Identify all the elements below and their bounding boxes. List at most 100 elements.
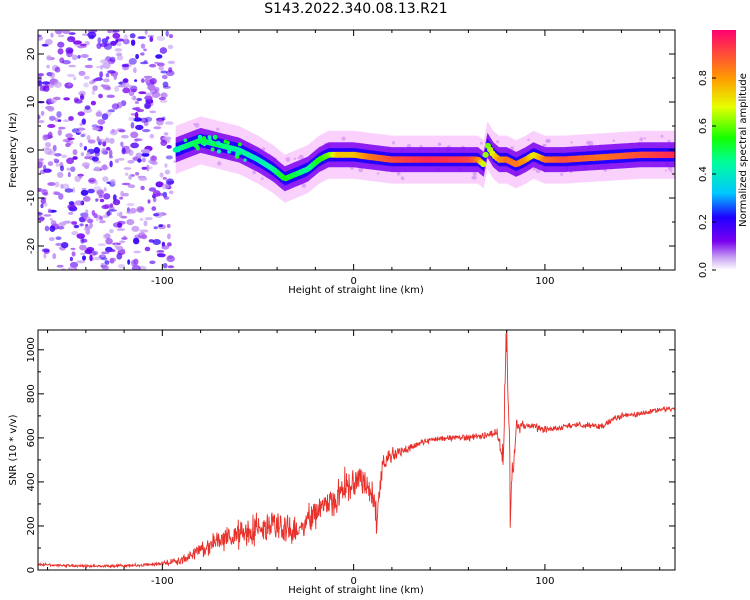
- noise-blob: [162, 177, 167, 180]
- noise-blob: [54, 191, 60, 196]
- noise-blob: [62, 138, 71, 143]
- noise-blob: [140, 117, 149, 123]
- noise-blob: [41, 81, 51, 85]
- noise-blob: [54, 30, 63, 35]
- noise-blob: [57, 48, 64, 55]
- noise-blob: [55, 163, 60, 167]
- noise-blob: [71, 231, 79, 236]
- noise-blob: [130, 142, 140, 149]
- noise-blob: [79, 217, 85, 223]
- noise-blob: [53, 81, 62, 88]
- noise-blob: [114, 243, 118, 249]
- noise-blob: [105, 86, 112, 91]
- noise-blob: [168, 190, 174, 195]
- noise-blob: [135, 152, 143, 159]
- y-tick-label: 600: [26, 428, 37, 447]
- noise-blob: [38, 120, 45, 124]
- noise-blob: [72, 187, 76, 194]
- noise-blob: [74, 267, 78, 270]
- noise-blob: [67, 83, 72, 86]
- noise-blob: [77, 55, 81, 59]
- noise-blob: [140, 52, 145, 56]
- noise-blob: [106, 210, 111, 217]
- noise-blob: [42, 147, 50, 150]
- noise-blob: [105, 73, 110, 78]
- noise-blob: [76, 131, 83, 134]
- noise-blob: [126, 219, 135, 226]
- ridge-speck: [667, 139, 671, 144]
- noise-blob: [144, 77, 151, 84]
- noise-blob: [115, 39, 119, 43]
- noise-blob: [147, 99, 154, 107]
- noise-blob: [131, 225, 140, 232]
- noise-blob: [158, 65, 164, 71]
- noise-blob: [56, 264, 64, 268]
- noise-blob: [165, 121, 174, 125]
- noise-blob: [126, 202, 135, 207]
- noise-blob: [164, 169, 171, 175]
- noise-blob: [130, 122, 135, 129]
- noise-blob: [83, 146, 87, 151]
- noise-blob: [100, 125, 103, 129]
- noise-blob: [67, 204, 76, 210]
- ridge-speck: [194, 122, 200, 128]
- noise-blob: [100, 59, 108, 64]
- noise-blob: [143, 48, 147, 52]
- noise-blob: [109, 203, 114, 208]
- noise-blob: [82, 196, 91, 202]
- colorbar-gradient: [712, 30, 736, 270]
- x-tick-label: 0: [350, 576, 356, 587]
- noise-blob: [157, 253, 166, 258]
- noise-blob: [46, 64, 50, 69]
- ridge-speck: [612, 139, 616, 143]
- noise-blob: [119, 240, 126, 244]
- noise-blob: [99, 138, 107, 143]
- ridge-speck: [560, 172, 564, 176]
- ridge-speck: [285, 157, 291, 162]
- snr-x-label: Height of straight line (km): [288, 585, 424, 596]
- noise-blob: [100, 257, 108, 261]
- noise-blob: [119, 196, 124, 200]
- ridge-speckle: [200, 140, 205, 145]
- noise-blob: [111, 103, 119, 110]
- noise-blob: [104, 260, 110, 265]
- noise-blob: [161, 184, 169, 190]
- noise-blob: [57, 34, 65, 38]
- noise-blob: [100, 64, 104, 70]
- noise-blob: [128, 84, 133, 89]
- ridge-speck: [216, 127, 220, 131]
- noise-blob: [65, 47, 74, 54]
- noise-blob: [91, 156, 99, 162]
- ridge-speck: [643, 137, 647, 140]
- noise-blob: [130, 39, 136, 46]
- noise-blob: [99, 165, 109, 171]
- noise-blob: [112, 30, 120, 33]
- noise-blob: [157, 182, 164, 186]
- noise-blob: [128, 116, 136, 122]
- noise-blob: [140, 185, 145, 191]
- noise-blob: [94, 77, 102, 81]
- noise-blob: [106, 94, 115, 99]
- noise-blob: [105, 238, 113, 245]
- noise-blob: [57, 171, 64, 178]
- snr-line: [38, 330, 675, 569]
- noise-blob: [62, 60, 71, 65]
- ridge-speckle: [227, 149, 232, 154]
- noise-blob: [121, 147, 126, 155]
- noise-blob: [167, 233, 171, 240]
- noise-blob: [70, 166, 76, 172]
- noise-blob: [109, 56, 116, 63]
- noise-blob: [142, 129, 151, 133]
- noise-blob: [79, 223, 84, 227]
- noise-blob: [133, 138, 143, 142]
- noise-blob: [38, 114, 41, 120]
- noise-blob: [160, 140, 168, 146]
- noise-blob: [102, 176, 109, 182]
- noise-blob: [128, 58, 137, 65]
- noise-blob: [161, 74, 168, 80]
- noise-blob: [44, 202, 48, 207]
- noise-blob: [81, 118, 87, 125]
- noise-blob: [93, 186, 102, 192]
- noise-blob: [141, 234, 148, 240]
